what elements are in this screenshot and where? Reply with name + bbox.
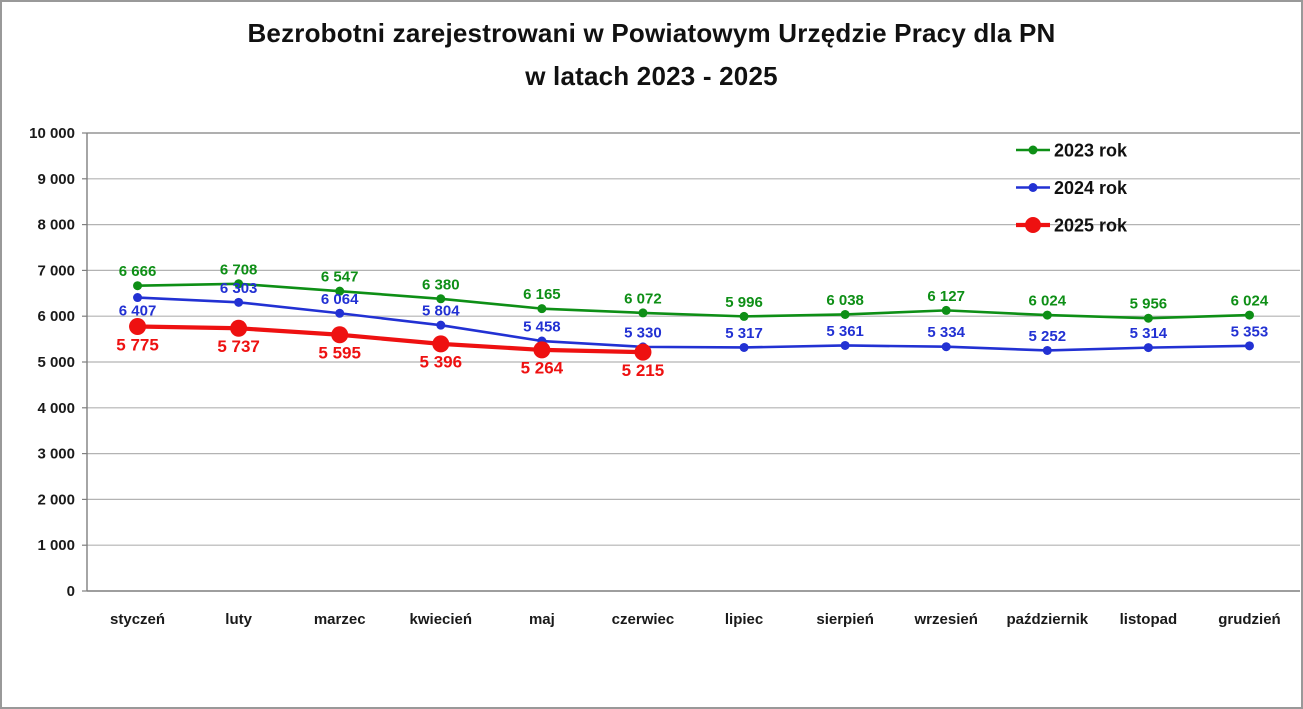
data-label: 5 804 [422, 303, 460, 320]
data-point-marker [840, 340, 850, 350]
chart-title-line1: Bezrobotni zarejestrowani w Powiatowym U… [247, 18, 1056, 48]
data-point-marker [1244, 341, 1254, 351]
data-label: 6 024 [1231, 293, 1269, 310]
legend-marker-dot [1028, 183, 1038, 192]
y-axis-tick-label: 6 000 [37, 308, 75, 325]
data-point-marker [436, 294, 446, 304]
x-axis-label: czerwiec [612, 611, 675, 628]
x-axis-label: kwiecień [410, 611, 473, 628]
data-point-marker [533, 341, 551, 359]
series-line-2023-rok [136, 282, 1251, 320]
x-axis-label: listopad [1120, 611, 1178, 628]
legend-item-label: 2025 rok [1054, 216, 1128, 236]
data-point-marker [1042, 345, 1052, 355]
data-point-marker [1244, 310, 1254, 320]
data-label: 6 666 [119, 263, 157, 280]
x-axis-label: styczeń [110, 611, 165, 628]
y-axis-tick-label: 9 000 [37, 171, 75, 188]
data-label: 5 314 [1130, 325, 1168, 342]
data-label: 5 996 [725, 294, 763, 311]
data-point-marker [133, 293, 143, 303]
data-label: 6 303 [220, 280, 258, 297]
data-label: 5 252 [1029, 328, 1067, 345]
data-label: 5 396 [420, 353, 463, 372]
data-point-marker [133, 281, 143, 291]
legend-item-label: 2024 rok [1054, 178, 1128, 198]
data-label: 5 737 [217, 337, 260, 356]
data-label: 5 956 [1130, 296, 1168, 313]
data-point-marker [432, 335, 450, 353]
chart-title-line2: w latach 2023 - 2025 [525, 61, 778, 91]
x-axis-label: październik [1006, 611, 1088, 628]
legend-marker-dot [1028, 145, 1038, 155]
y-axis-tick-label: 1 000 [37, 537, 75, 554]
x-axis-label: luty [225, 611, 252, 628]
data-point-marker [331, 326, 349, 344]
y-axis-tick-label: 2 000 [37, 491, 75, 508]
data-point-marker [537, 304, 547, 314]
data-label: 6 407 [119, 303, 157, 320]
data-point-marker [1143, 313, 1153, 323]
data-point-marker [129, 318, 147, 336]
x-axis-label: grudzień [1218, 611, 1281, 628]
x-axis-label: maj [529, 611, 555, 628]
y-axis-tick-label: 10 000 [29, 125, 75, 142]
data-point-marker [1143, 343, 1153, 353]
data-point-marker [638, 308, 648, 318]
y-axis-tick-label: 4 000 [37, 400, 75, 417]
data-label: 5 458 [523, 319, 561, 336]
data-point-marker [941, 342, 951, 352]
data-label: 6 708 [220, 261, 258, 278]
legend-marker-dot [1025, 217, 1041, 233]
x-axis-label: marzec [314, 611, 366, 628]
data-label: 6 038 [826, 292, 864, 309]
y-axis-tick-label: 0 [67, 583, 75, 600]
data-label: 5 361 [826, 323, 864, 340]
y-axis-tick-label: 5 000 [37, 354, 75, 371]
data-point-marker [234, 279, 244, 289]
data-point-marker [739, 311, 749, 321]
data-point-marker [840, 309, 850, 319]
data-point-marker [335, 286, 345, 296]
chart-title: Bezrobotni zarejestrowani w Powiatowym U… [2, 12, 1301, 98]
data-point-marker [230, 319, 248, 337]
data-label: 6 547 [321, 269, 359, 286]
data-label: 5 317 [725, 325, 763, 342]
series-line-2024-rok [136, 296, 1251, 352]
data-point-marker [436, 320, 446, 330]
data-label: 6 127 [927, 288, 965, 305]
data-label: 5 353 [1231, 323, 1269, 340]
y-axis-tick-label: 7 000 [37, 262, 75, 279]
legend-item-label: 2023 rok [1054, 141, 1128, 161]
series-line-2025-rok [135, 324, 646, 355]
x-axis-label: sierpień [816, 611, 874, 628]
data-point-marker [1042, 310, 1052, 320]
data-label: 5 330 [624, 324, 662, 341]
data-label: 6 165 [523, 286, 561, 303]
y-axis-tick-label: 8 000 [37, 217, 75, 234]
data-label: 6 072 [624, 290, 662, 307]
y-axis-tick-label: 3 000 [37, 446, 75, 463]
data-label: 5 264 [521, 359, 564, 378]
data-label: 5 334 [927, 324, 965, 341]
data-point-marker [941, 305, 951, 315]
data-point-marker [335, 308, 345, 318]
data-label: 5 595 [318, 344, 361, 363]
data-point-marker [234, 297, 244, 307]
x-axis-label: lipiec [725, 611, 763, 628]
data-label: 5 775 [116, 335, 159, 354]
data-label: 6 024 [1029, 293, 1067, 310]
data-label: 6 064 [321, 291, 359, 308]
data-label: 5 215 [622, 361, 665, 380]
data-point-marker [739, 342, 749, 352]
x-axis-label: wrzesień [914, 611, 978, 628]
data-point-marker [634, 343, 652, 361]
data-label: 6 380 [422, 276, 460, 293]
